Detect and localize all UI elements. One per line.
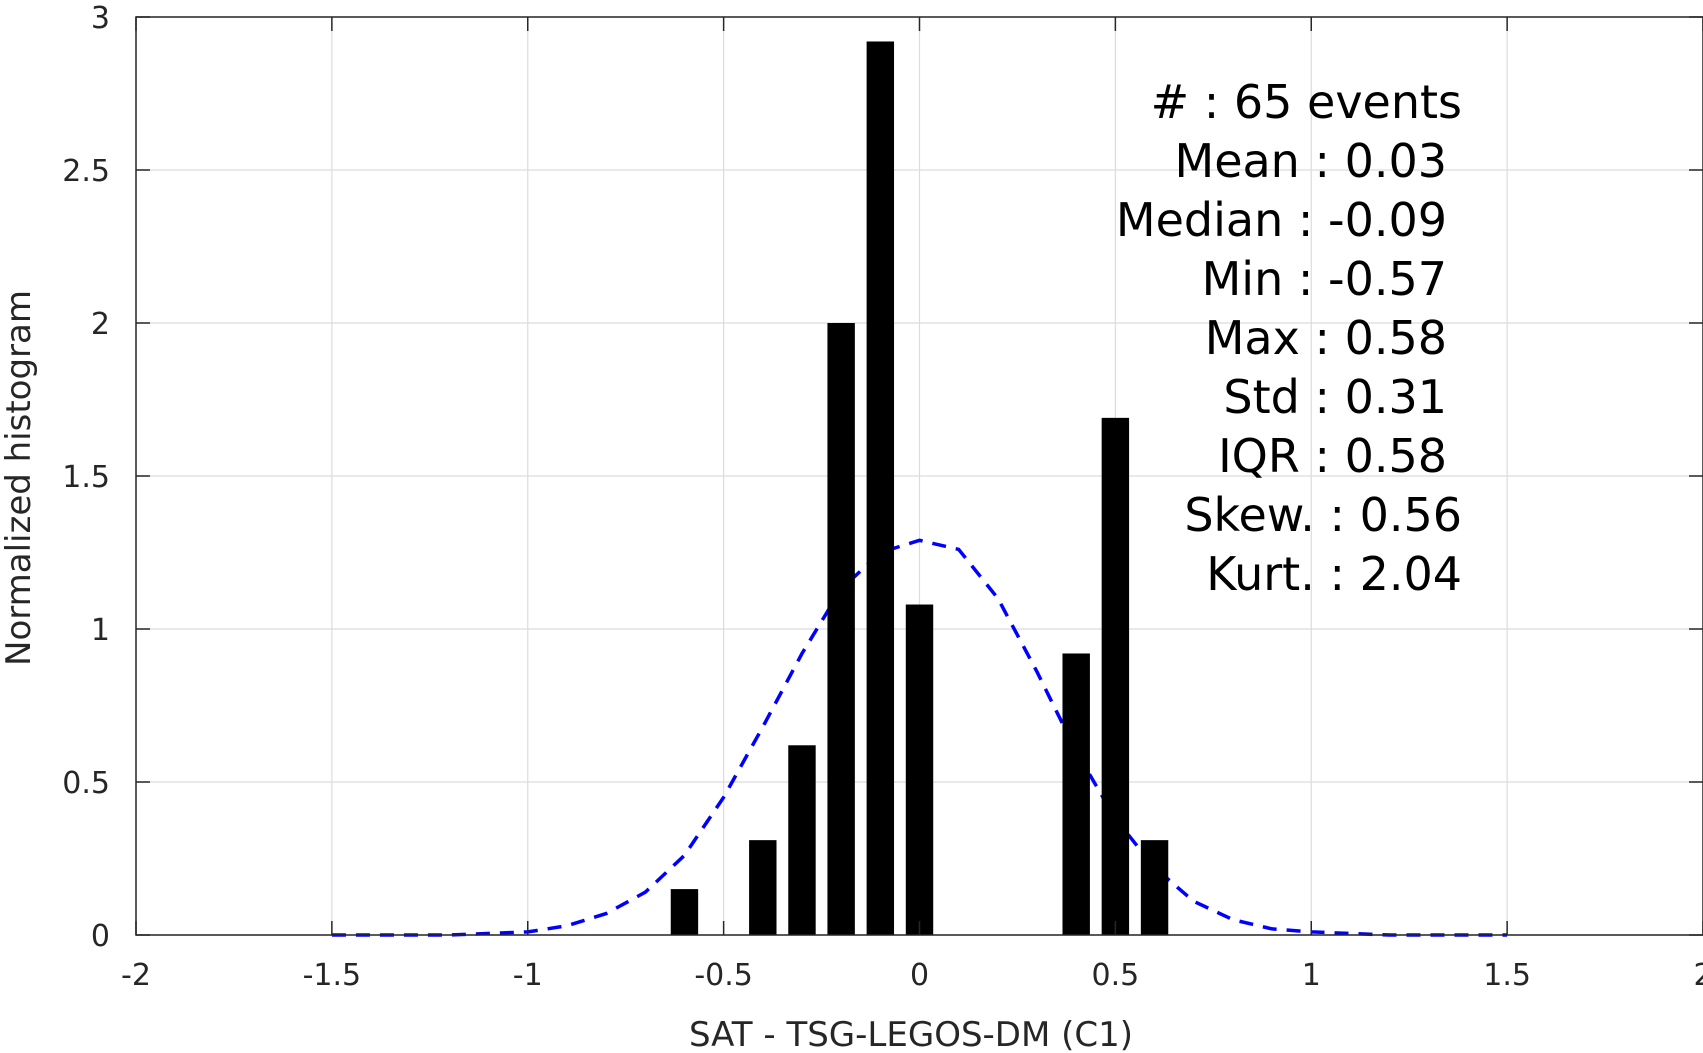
y-axis-label: Normalized histogram (0, 290, 39, 666)
x-tick-label: 0.5 (1092, 958, 1140, 993)
y-tick-label: 2 (91, 307, 110, 342)
histogram-bar (749, 840, 777, 935)
y-tick-label: 0.5 (62, 766, 110, 801)
histogram-bars (670, 41, 1169, 936)
histogram-bar (827, 323, 855, 935)
histogram-bar (670, 889, 699, 935)
stats-line: Mean : 0.03 (1175, 134, 1448, 188)
histogram-bar (1101, 417, 1130, 935)
stats-line: Median : -0.09 (1116, 193, 1447, 247)
y-tick-labels: 0 0.5 1 1.5 2 2.5 3 (62, 1, 110, 954)
stats-line: Kurt. : 2.04 (1206, 547, 1462, 601)
x-tick-label: -0.5 (694, 958, 753, 993)
x-axis-label: SAT - TSG-LEGOS-DM (C1) (689, 1015, 1133, 1053)
y-tick-label: 2.5 (62, 154, 110, 189)
axis-ticks (135, 16, 1703, 936)
x-tick-label: 0 (910, 958, 929, 993)
stats-line: # : 65 events (1151, 75, 1462, 129)
y-tick-label: 1 (91, 613, 110, 648)
stats-line: Skew. : 0.56 (1184, 488, 1462, 542)
stats-line: Max : 0.58 (1205, 311, 1447, 365)
x-tick-label: 1 (1302, 958, 1321, 993)
x-tick-labels: -2 -1.5 -1 -0.5 0 0.5 1 1.5 2 (121, 958, 1703, 993)
stats-line: IQR : 0.58 (1218, 429, 1447, 483)
x-tick-label: 1.5 (1483, 958, 1531, 993)
y-tick-label: 0 (91, 919, 110, 954)
histogram-bar (1062, 653, 1090, 935)
x-tick-label: -2 (121, 958, 151, 993)
stats-line: Min : -0.57 (1202, 252, 1447, 306)
stats-line: Std : 0.31 (1223, 370, 1447, 424)
histogram-bar (905, 604, 934, 935)
x-tick-label: 2 (1693, 958, 1703, 993)
fit-curve (331, 538, 1508, 937)
fit-curve-line (331, 538, 1508, 937)
histogram-bar (1140, 840, 1169, 935)
x-tick-label: -1 (513, 958, 543, 993)
x-tick-label: -1.5 (303, 958, 362, 993)
y-tick-label: 1.5 (62, 460, 110, 495)
y-tick-label: 3 (91, 1, 110, 36)
histogram-bar (866, 41, 895, 936)
histogram-bar (788, 745, 816, 935)
